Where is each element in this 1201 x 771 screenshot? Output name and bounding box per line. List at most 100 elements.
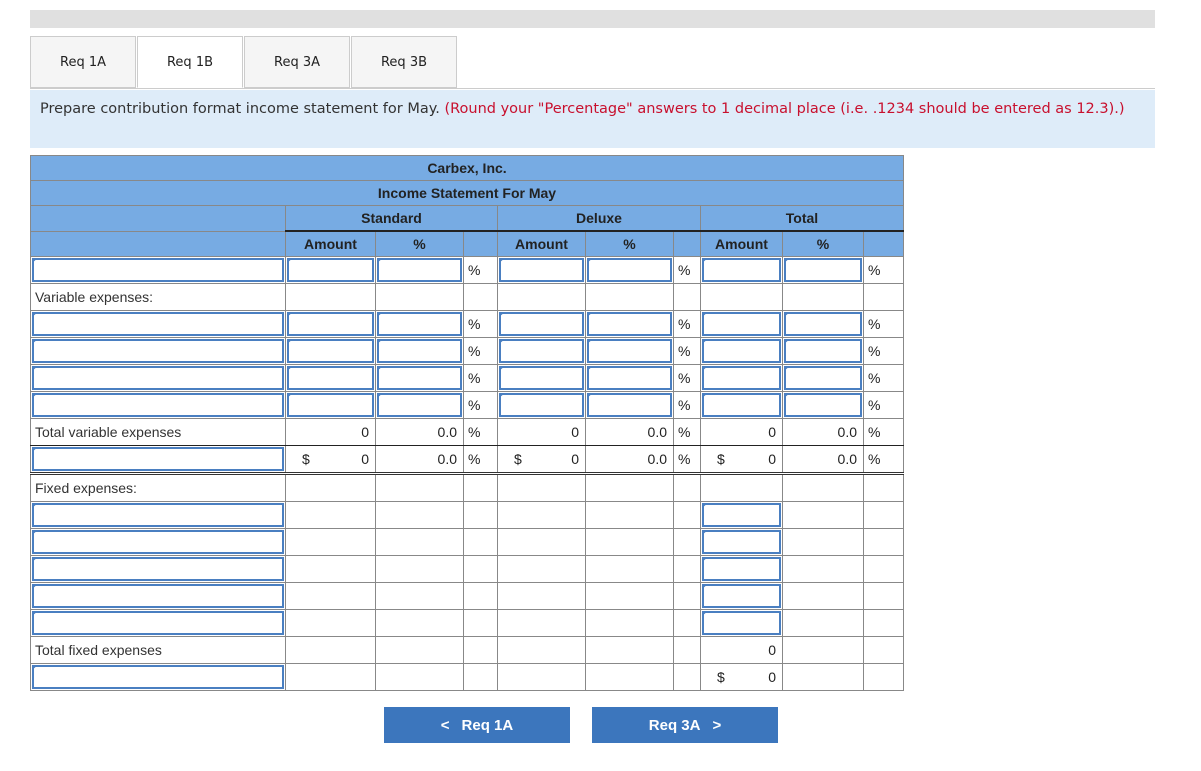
deluxe-amount-input[interactable] bbox=[499, 393, 584, 417]
standard-amount-input[interactable] bbox=[287, 393, 374, 417]
total-pct-symbol-cell: % bbox=[863, 418, 904, 446]
total-pct-input[interactable] bbox=[784, 339, 862, 363]
total-amount-cell: 0 bbox=[700, 636, 783, 664]
deluxe-pct-cell: 0.0 bbox=[585, 418, 674, 446]
total-pct-symbol-cell bbox=[863, 636, 904, 664]
total-amount-header: Amount bbox=[700, 230, 783, 257]
deluxe-pct-input[interactable] bbox=[587, 366, 672, 390]
line-item-input[interactable] bbox=[32, 611, 284, 635]
instruction-note: (Round your "Percentage" answers to 1 de… bbox=[444, 101, 1125, 117]
total-pct-value: 0.0 bbox=[837, 424, 857, 440]
top-bar bbox=[30, 10, 1155, 28]
standard-pct-cell bbox=[375, 364, 464, 392]
tab-req-1b[interactable]: Req 1B bbox=[137, 36, 243, 88]
line-item-input[interactable] bbox=[32, 339, 284, 363]
standard-pct-input[interactable] bbox=[377, 339, 462, 363]
line-item-input[interactable] bbox=[32, 447, 284, 471]
total-amount-input[interactable] bbox=[702, 312, 781, 336]
total-pct-cell bbox=[782, 663, 864, 691]
tab-req-1a[interactable]: Req 1A bbox=[30, 36, 136, 88]
row-label: Fixed expenses: bbox=[30, 473, 286, 502]
deluxe-amount-cell bbox=[497, 391, 586, 419]
line-item-input[interactable] bbox=[32, 557, 284, 581]
standard-pct-input[interactable] bbox=[377, 393, 462, 417]
row-label bbox=[30, 555, 286, 583]
deluxe-amount-input[interactable] bbox=[499, 312, 584, 336]
total-amount-cell: 0 bbox=[700, 418, 783, 446]
deluxe-pct-value: 0.0 bbox=[647, 451, 667, 467]
deluxe-pct-symbol-cell: % bbox=[673, 445, 701, 475]
table-row: %%% bbox=[30, 337, 904, 365]
deluxe-amount-cell bbox=[497, 256, 586, 284]
total-pct-input[interactable] bbox=[784, 393, 862, 417]
standard-pct-cell bbox=[375, 609, 464, 637]
deluxe-pct-input[interactable] bbox=[587, 312, 672, 336]
row-label bbox=[30, 310, 286, 338]
total-pct-input[interactable] bbox=[784, 366, 862, 390]
standard-amount-input[interactable] bbox=[287, 366, 374, 390]
line-item-input[interactable] bbox=[32, 366, 284, 390]
total-pct-symbol-cell bbox=[863, 283, 904, 311]
deluxe-amount-cell bbox=[497, 501, 586, 529]
prev-req-1a-button[interactable]: < Req 1A bbox=[384, 707, 570, 743]
standard-pct-symbol-cell bbox=[463, 636, 498, 664]
tab-req-3b[interactable]: Req 3B bbox=[351, 36, 457, 88]
total-amount-cell bbox=[700, 473, 783, 502]
table-row bbox=[30, 555, 904, 583]
standard-amount-input[interactable] bbox=[287, 312, 374, 336]
total-pct-input[interactable] bbox=[784, 312, 862, 336]
total-fixed-amount-input[interactable] bbox=[702, 503, 781, 527]
income-statement-table: Carbex, Inc. Income Statement For May St… bbox=[30, 155, 904, 691]
standard-amount-input[interactable] bbox=[287, 258, 374, 282]
row-label bbox=[30, 582, 286, 610]
row-label bbox=[30, 663, 286, 691]
line-item-input[interactable] bbox=[32, 584, 284, 608]
standard-amount-cell bbox=[285, 256, 376, 284]
line-item-input[interactable] bbox=[32, 258, 284, 282]
total-fixed-amount-input[interactable] bbox=[702, 584, 781, 608]
standard-pct-symbol-cell bbox=[463, 473, 498, 502]
total-amount-input[interactable] bbox=[702, 339, 781, 363]
total-fixed-amount-input[interactable] bbox=[702, 530, 781, 554]
company-name: Carbex, Inc. bbox=[30, 155, 904, 181]
deluxe-amount-input[interactable] bbox=[499, 366, 584, 390]
standard-pct-input[interactable] bbox=[377, 312, 462, 336]
total-fixed-amount-input[interactable] bbox=[702, 611, 781, 635]
standard-pct-input[interactable] bbox=[377, 258, 462, 282]
line-item-input[interactable] bbox=[32, 312, 284, 336]
next-req-3a-button[interactable]: Req 3A > bbox=[592, 707, 778, 743]
line-item-input[interactable] bbox=[32, 665, 284, 689]
row-label: Total fixed expenses bbox=[30, 636, 286, 664]
total-pct-value: 0.0 bbox=[837, 451, 857, 467]
deluxe-pct-cell bbox=[585, 582, 674, 610]
row-label bbox=[30, 445, 286, 475]
table-row: %%% bbox=[30, 310, 904, 338]
standard-pct-symbol-cell: % bbox=[463, 310, 498, 338]
standard-pct-value: 0.0 bbox=[437, 424, 457, 440]
deluxe-pct-input[interactable] bbox=[587, 258, 672, 282]
deluxe-amount-input[interactable] bbox=[499, 339, 584, 363]
total-pct-input[interactable] bbox=[784, 258, 862, 282]
total-amount-input[interactable] bbox=[702, 258, 781, 282]
total-amount-input[interactable] bbox=[702, 393, 781, 417]
total-pct-cell bbox=[782, 473, 864, 502]
deluxe-pct-input[interactable] bbox=[587, 393, 672, 417]
standard-amount-input[interactable] bbox=[287, 339, 374, 363]
standard-pct-input[interactable] bbox=[377, 366, 462, 390]
deluxe-amount-cell bbox=[497, 636, 586, 664]
deluxe-amount-cell bbox=[497, 283, 586, 311]
line-item-input[interactable] bbox=[32, 393, 284, 417]
deluxe-pct-input[interactable] bbox=[587, 339, 672, 363]
total-amount-input[interactable] bbox=[702, 366, 781, 390]
line-item-input[interactable] bbox=[32, 530, 284, 554]
deluxe-amount-input[interactable] bbox=[499, 258, 584, 282]
deluxe-pct-symbol-cell: % bbox=[673, 418, 701, 446]
total-pct-cell bbox=[782, 256, 864, 284]
line-item-input[interactable] bbox=[32, 503, 284, 527]
total-fixed-amount-input[interactable] bbox=[702, 557, 781, 581]
total-amount-value: 0 bbox=[768, 642, 776, 658]
total-pct-cell bbox=[782, 528, 864, 556]
row-label: Total variable expenses bbox=[30, 418, 286, 446]
standard-amount-value: 0 bbox=[361, 424, 369, 440]
tab-req-3a[interactable]: Req 3A bbox=[244, 36, 350, 88]
